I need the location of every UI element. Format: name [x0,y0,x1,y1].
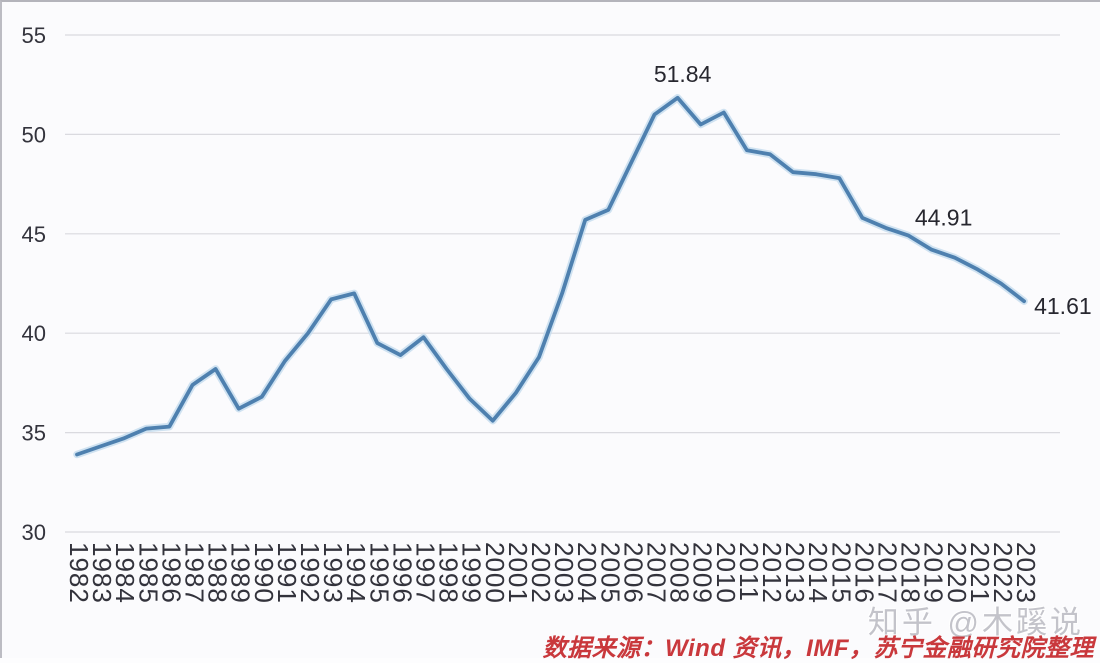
x-axis-tick-label: 2018 [896,542,926,604]
x-axis-tick-label: 2013 [780,542,810,604]
x-axis-tick-label: 2001 [503,542,533,604]
x-axis-tick-label: 2003 [549,542,579,604]
x-axis-tick-label: 2008 [665,542,695,604]
x-axis-tick-label: 1991 [272,542,302,604]
x-axis-tick-label: 2006 [618,542,648,604]
x-axis-tick-label: 2004 [572,542,602,604]
x-axis-tick-label: 2011 [734,542,764,602]
x-axis-tick-label: 1993 [318,542,348,604]
x-axis-tick-label: 1998 [434,542,464,604]
y-axis-tick-label: 40 [22,321,46,346]
watermark: 知乎 @木蹊说 [867,605,1084,640]
x-axis-tick-label: 2019 [919,542,949,604]
x-axis-tick-label: 1990 [249,542,279,604]
x-axis-tick-label: 1996 [387,542,417,604]
x-axis-tick-label: 2021 [965,542,995,604]
y-axis-tick-label: 50 [22,122,46,147]
x-axis-tick-label: 1999 [457,542,487,604]
x-axis-tick-label: 1987 [180,542,210,604]
x-axis-tick-label: 1994 [341,542,371,604]
x-axis-tick-label: 1988 [203,542,233,604]
x-axis-tick-label: 2002 [526,542,556,604]
x-axis-tick-label: 2015 [826,542,856,604]
data-point-annotation: 41.61 [1034,293,1092,319]
y-axis-tick-label: 45 [22,222,46,247]
x-axis-tick-label: 2000 [480,542,510,604]
x-axis-tick-label: 1986 [156,542,186,604]
x-axis-tick-label: 2020 [942,542,972,604]
x-axis-tick-label: 2005 [595,542,625,604]
x-axis-tick-label: 2012 [757,542,787,604]
x-axis-tick-label: 2022 [988,542,1018,604]
x-axis-tick-label: 1982 [64,542,94,604]
y-axis-tick-label: 55 [22,23,46,48]
x-axis-tick-label: 2023 [1011,542,1041,604]
x-axis-tick-label: 2010 [711,542,741,604]
x-axis-tick-label: 1995 [364,542,394,604]
y-axis-tick-label: 35 [22,421,46,446]
x-axis-tick-label: 2007 [642,542,672,604]
y-axis-tick-label: 30 [22,520,46,545]
x-axis-tick-label: 1983 [87,542,117,604]
trend-line-halo [73,94,1028,459]
x-axis-tick-label: 1989 [226,542,256,604]
x-axis-tick-label: 2009 [688,542,718,604]
x-axis-tick-label: 1997 [411,542,441,604]
data-point-annotation: 51.84 [654,61,712,87]
x-axis-tick-label: 1992 [295,542,325,604]
data-point-annotation: 44.91 [915,205,973,231]
x-axis-tick-label: 2017 [873,542,903,604]
x-axis-tick-label: 1984 [110,542,140,604]
x-axis-tick-label: 2016 [849,542,879,604]
trend-line [75,95,1026,457]
x-axis-tick-label: 1985 [133,542,163,604]
x-axis-tick-label: 2014 [803,542,833,604]
